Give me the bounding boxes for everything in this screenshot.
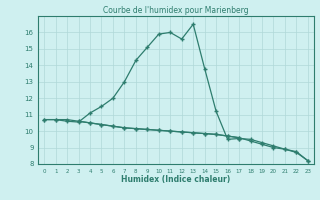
X-axis label: Humidex (Indice chaleur): Humidex (Indice chaleur) [121,175,231,184]
Title: Courbe de l'humidex pour Marienberg: Courbe de l'humidex pour Marienberg [103,6,249,15]
